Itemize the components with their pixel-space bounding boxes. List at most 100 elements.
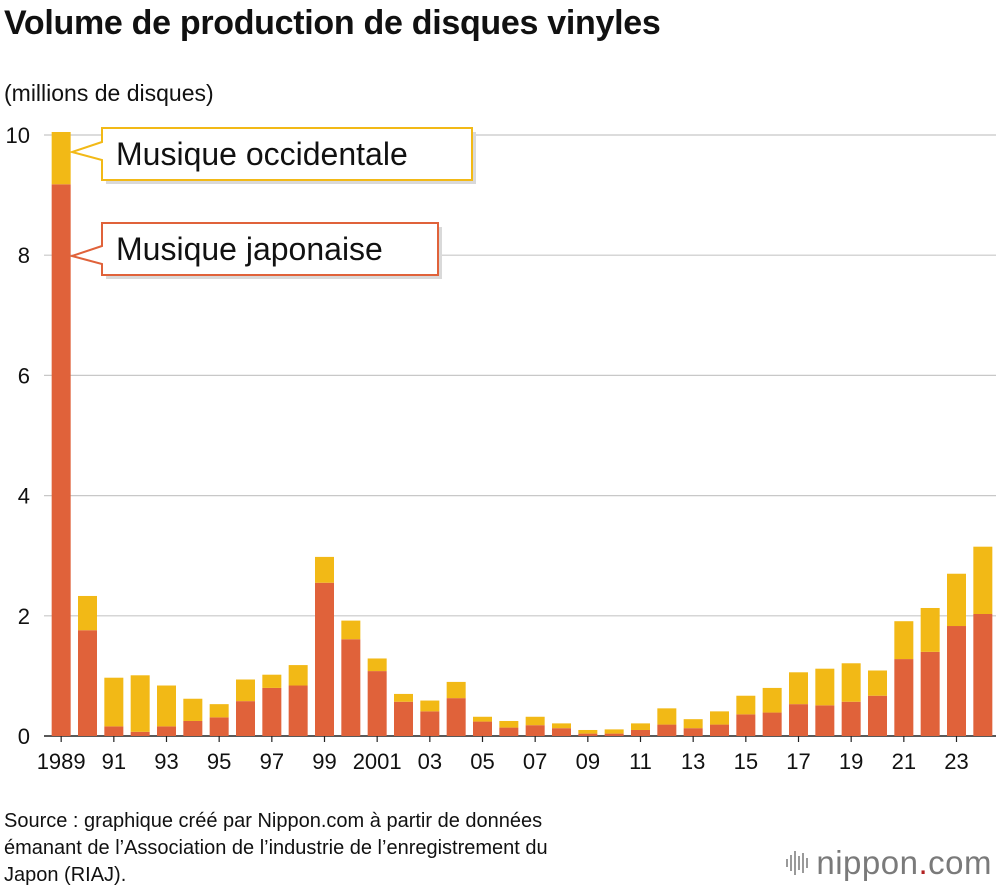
- bar-segment: [446, 698, 466, 736]
- y-axis-unit-label: (millions de disques): [4, 80, 214, 106]
- y-tick-label: 6: [18, 363, 30, 388]
- x-tick-label: 17: [786, 749, 810, 774]
- x-tick-label: 95: [207, 749, 231, 774]
- bar-segment: [341, 620, 361, 640]
- y-tick-label: 8: [18, 243, 30, 268]
- bar-segment: [815, 668, 835, 706]
- x-tick-label: 99: [312, 749, 336, 774]
- bar-segment: [604, 729, 624, 734]
- bar-segment: [657, 708, 677, 725]
- x-tick-label: 19: [839, 749, 863, 774]
- logo-dot: .: [918, 844, 929, 881]
- bar-segment: [420, 711, 440, 736]
- bar-segment: [183, 720, 203, 736]
- bar-segment: [604, 733, 624, 736]
- bar-segment: [762, 712, 782, 736]
- bar-segment: [394, 693, 413, 702]
- bar-segment: [947, 573, 966, 627]
- bar-segment: [683, 719, 703, 729]
- bar-segment: [683, 728, 703, 736]
- bar-segment: [789, 704, 808, 736]
- bar-segment: [473, 721, 492, 736]
- bar-segment: [315, 582, 334, 736]
- x-tick-labels: 1989 91 93 95 97 99 2001 03 05 07 09 11 13 15 17 19 21 23: [37, 736, 969, 774]
- bar-segment: [236, 701, 255, 736]
- bar-segment: [920, 607, 940, 652]
- bar-segment: [130, 675, 150, 732]
- bar-segment: [209, 704, 229, 718]
- callout-box: [68, 127, 473, 181]
- bar-segment: [183, 698, 203, 721]
- bar-segment: [894, 621, 914, 660]
- bar-segment: [288, 665, 308, 686]
- bar-segment: [789, 672, 808, 705]
- logo-prefix: nippon: [816, 844, 919, 881]
- bar-segment: [841, 663, 861, 702]
- bar-segment: [973, 546, 993, 614]
- x-tick-label: 07: [523, 749, 547, 774]
- y-tick-label: 2: [18, 604, 30, 629]
- bar-segment: [209, 717, 229, 736]
- bar-segment: [736, 714, 756, 736]
- bar-segment: [710, 711, 729, 725]
- bar-segment: [104, 677, 124, 727]
- bar-segment: [552, 728, 571, 736]
- bar-segment: [51, 184, 71, 737]
- bar-series: [51, 131, 993, 737]
- bar-segment: [631, 729, 650, 736]
- bar-segment: [947, 626, 966, 736]
- bar-segment: [841, 701, 861, 736]
- logo-text: nippon.com: [816, 844, 992, 882]
- x-tick-label: 97: [260, 749, 284, 774]
- x-tick-label: 15: [734, 749, 758, 774]
- chart-title: Volume de production de disques vinyles: [4, 4, 661, 42]
- callout-label: Musique japonaise: [116, 231, 383, 267]
- bar-segment: [262, 687, 282, 736]
- bar-segment: [315, 556, 334, 583]
- sound-wave-icon: [786, 850, 809, 876]
- x-tick-label: 21: [892, 749, 916, 774]
- bar-segment: [657, 724, 677, 736]
- bar-segment: [578, 729, 598, 734]
- x-tick-label: 93: [154, 749, 178, 774]
- logo-suffix: com: [928, 844, 992, 881]
- bar-segment: [868, 670, 887, 696]
- series-callout: Musique occidentale: [68, 127, 476, 184]
- bar-segment: [236, 679, 255, 702]
- bar-segment: [631, 723, 650, 730]
- x-tick-label: 23: [944, 749, 968, 774]
- x-tick-label: 05: [470, 749, 494, 774]
- x-tick-label: 1989: [37, 749, 86, 774]
- series-callout: Musique japonaise: [68, 222, 442, 279]
- source-note: Source : graphique créé par Nippon.com à…: [4, 808, 548, 889]
- y-tick-labels: 0 2 4 6 8 10: [6, 123, 30, 749]
- source-line: Source : graphique créé par Nippon.com à…: [4, 810, 543, 832]
- bar-segment: [552, 723, 571, 729]
- source-line: émanant de l’Association de l’industrie …: [4, 837, 548, 859]
- bar-segment: [367, 671, 387, 736]
- bar-segment: [367, 658, 387, 672]
- bar-segment: [473, 716, 492, 722]
- bar-segment: [394, 701, 413, 736]
- bar-segment: [894, 659, 914, 736]
- bar-segment: [51, 131, 71, 185]
- y-tick-label: 0: [18, 724, 30, 749]
- bar-segment: [446, 681, 466, 699]
- y-tick-label: 4: [18, 484, 30, 509]
- bar-segment: [815, 705, 835, 736]
- x-tick-label: 03: [418, 749, 442, 774]
- bar-segment: [868, 695, 887, 736]
- bar-segment: [420, 700, 440, 712]
- bar-segment: [499, 727, 519, 736]
- bar-segment: [578, 733, 598, 736]
- bar-segment: [341, 639, 361, 736]
- callout-label: Musique occidentale: [116, 136, 408, 172]
- bar-segment: [78, 595, 97, 631]
- bar-segment: [499, 720, 519, 728]
- x-tick-label: 91: [102, 749, 126, 774]
- nippon-logo: nippon.com: [786, 844, 992, 882]
- stacked-bar-chart: 0 2 4 6 8 10 1989 91 93 95 97 99 2001 03 05 07 09 11 13 15…: [6, 123, 996, 774]
- bar-segment: [710, 724, 729, 736]
- x-tick-label: 2001: [353, 749, 402, 774]
- bar-segment: [78, 630, 97, 736]
